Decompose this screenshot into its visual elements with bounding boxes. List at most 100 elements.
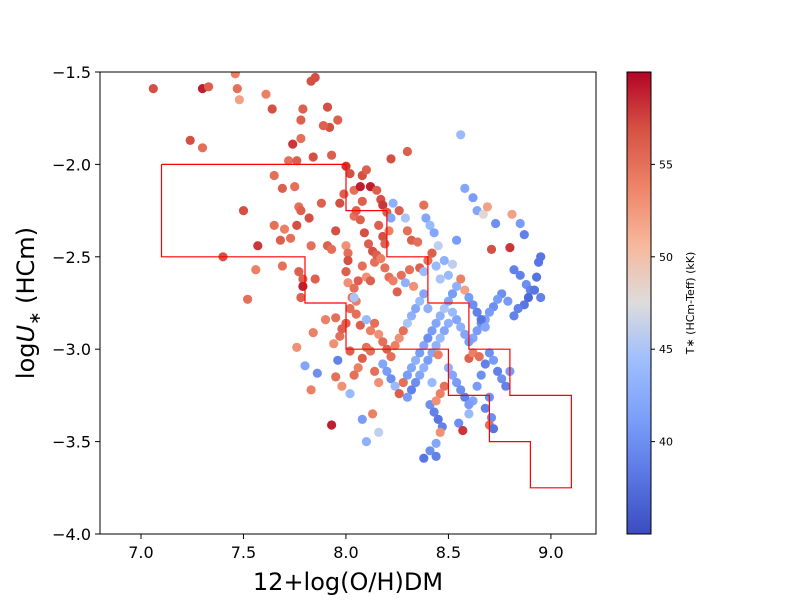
data-point-210 xyxy=(331,372,341,382)
data-point-27 xyxy=(361,165,371,175)
data-point-215 xyxy=(292,342,302,352)
data-point-198 xyxy=(425,446,435,456)
data-point-98 xyxy=(357,261,367,271)
data-point-110 xyxy=(404,265,415,275)
data-point-13 xyxy=(296,115,306,125)
data-point-249 xyxy=(370,366,380,376)
data-point-268 xyxy=(447,289,458,299)
data-point-200 xyxy=(419,453,429,463)
data-point-197 xyxy=(433,350,443,360)
data-point-266 xyxy=(439,303,449,314)
data-point-283 xyxy=(439,381,449,391)
data-point-43 xyxy=(372,185,382,195)
data-point-193 xyxy=(488,424,499,434)
data-point-171 xyxy=(402,392,412,402)
colorbar-label: T∗ (HCm-Teff) (kK) xyxy=(684,252,697,356)
data-point-38 xyxy=(339,189,349,199)
colorbar xyxy=(626,71,652,535)
data-point-117 xyxy=(435,274,445,284)
data-point-100 xyxy=(365,276,376,286)
data-point-35 xyxy=(304,213,314,223)
colorbar-tick-label-3: 55 xyxy=(659,158,673,171)
x-axis-label: 12+log(O/H)DM xyxy=(253,568,443,596)
y-tick-label-3: −2.5 xyxy=(52,248,91,267)
y-tick-label-0: −4.0 xyxy=(52,525,91,544)
data-point-84 xyxy=(277,261,287,271)
colorbar-tick-label-2: 50 xyxy=(659,251,673,264)
data-point-284 xyxy=(435,389,445,399)
data-point-278 xyxy=(447,370,458,380)
data-point-78 xyxy=(429,228,439,238)
data-point-209 xyxy=(337,381,347,391)
data-point-285 xyxy=(431,396,441,406)
data-point-208 xyxy=(345,389,355,399)
y-axis-label-suffix: (HCm) xyxy=(12,227,40,312)
data-point-50 xyxy=(275,235,285,245)
data-point-221 xyxy=(308,328,318,338)
data-point-12 xyxy=(298,104,308,114)
data-point-91 xyxy=(341,267,351,277)
data-point-30 xyxy=(269,170,279,181)
data-point-40 xyxy=(357,196,367,206)
data-point-142 xyxy=(529,285,540,295)
data-point-258 xyxy=(406,363,417,373)
data-point-157 xyxy=(460,329,470,339)
data-point-168 xyxy=(415,370,425,380)
data-point-180 xyxy=(472,381,482,391)
data-point-120 xyxy=(447,259,458,269)
data-point-15 xyxy=(333,115,343,125)
data-point-203 xyxy=(368,409,378,419)
data-point-181 xyxy=(476,370,486,380)
data-point-255 xyxy=(394,389,404,399)
data-point-187 xyxy=(501,381,511,391)
data-point-264 xyxy=(431,318,441,328)
data-point-182 xyxy=(480,359,490,369)
data-point-212 xyxy=(306,385,316,395)
data-point-65 xyxy=(374,220,384,230)
data-point-121 xyxy=(452,235,462,245)
data-point-184 xyxy=(488,355,499,365)
data-point-201 xyxy=(431,451,441,461)
data-point-241 xyxy=(419,289,429,299)
data-point-246 xyxy=(353,363,363,373)
data-point-22 xyxy=(308,152,318,162)
data-point-207 xyxy=(357,414,367,424)
data-point-163 xyxy=(435,333,445,343)
data-point-73 xyxy=(402,226,412,236)
data-point-31 xyxy=(277,183,287,193)
data-point-279 xyxy=(452,377,462,388)
colorbar-tick-label-0: 40 xyxy=(659,436,673,449)
plot-background xyxy=(100,72,596,534)
data-point-218 xyxy=(335,331,345,341)
data-point-56 xyxy=(331,226,341,236)
data-point-115 xyxy=(427,248,437,258)
data-point-108 xyxy=(396,270,406,280)
colorbar-ticks: 40 45 50 55 xyxy=(651,158,673,449)
data-point-250 xyxy=(374,377,384,388)
data-point-58 xyxy=(343,248,353,258)
data-point-236 xyxy=(398,326,408,336)
data-point-3 xyxy=(230,72,240,79)
data-point-90 xyxy=(310,274,320,284)
data-point-23 xyxy=(327,150,337,160)
data-point-159 xyxy=(452,315,462,325)
data-point-41 xyxy=(355,182,365,192)
data-point-52 xyxy=(292,220,302,230)
data-point-242 xyxy=(423,303,433,314)
data-point-124 xyxy=(468,193,478,203)
data-point-185 xyxy=(493,366,503,376)
data-point-88 xyxy=(296,292,306,303)
data-point-67 xyxy=(380,239,390,249)
data-point-217 xyxy=(331,313,341,323)
data-point-70 xyxy=(388,198,398,208)
data-point-162 xyxy=(439,326,449,336)
data-point-127 xyxy=(482,202,492,212)
y-axis-label-subscript: ∗ xyxy=(25,311,44,324)
data-point-265 xyxy=(435,311,445,321)
data-point-57 xyxy=(341,241,351,251)
data-point-167 xyxy=(419,363,429,373)
data-point-149 xyxy=(493,294,503,304)
data-point-143 xyxy=(523,292,534,303)
data-point-166 xyxy=(423,355,433,365)
